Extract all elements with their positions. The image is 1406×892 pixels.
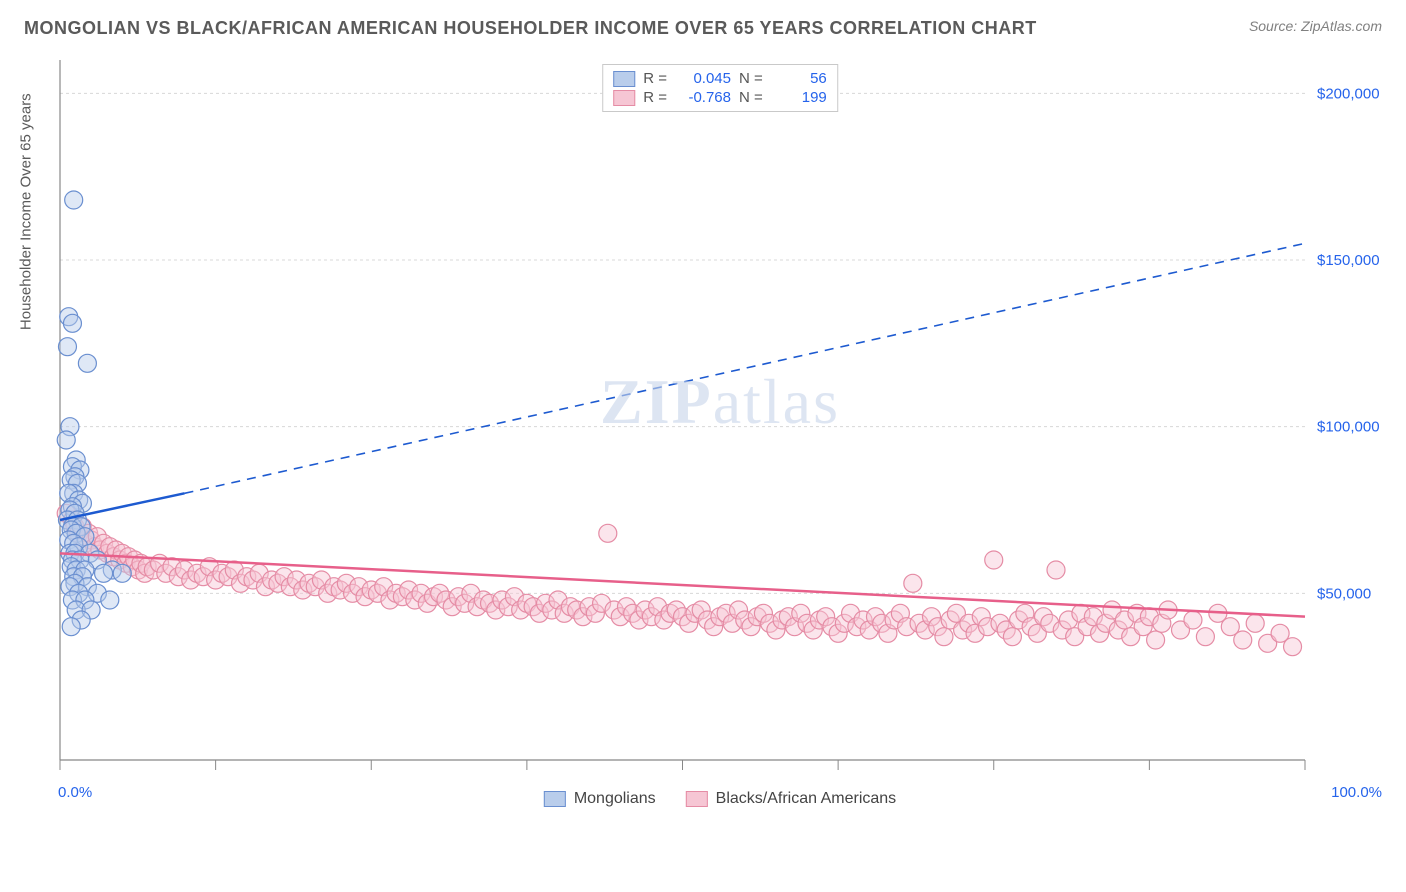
- swatch-blacks: [613, 90, 635, 106]
- stats-legend-box: R = 0.045 N = 56 R = -0.768 N = 199: [602, 64, 838, 112]
- chart-header: MONGOLIAN VS BLACK/AFRICAN AMERICAN HOUS…: [0, 0, 1406, 49]
- legend-item-b: Blacks/African Americans: [686, 790, 897, 808]
- svg-text:$100,000: $100,000: [1317, 419, 1380, 436]
- n-label: N =: [739, 70, 763, 87]
- legend-bottom: Mongolians Blacks/African Americans: [544, 790, 896, 808]
- chart-title: MONGOLIAN VS BLACK/AFRICAN AMERICAN HOUS…: [24, 18, 1037, 39]
- n-value-b: 199: [771, 89, 827, 106]
- x-max-label: 100.0%: [1331, 784, 1382, 801]
- legend-label-b: Blacks/African Americans: [716, 790, 897, 808]
- stats-row-b: R = -0.768 N = 199: [613, 88, 827, 107]
- chart-container: Householder Income Over 65 years $50,000…: [50, 60, 1390, 820]
- stats-row-a: R = 0.045 N = 56: [613, 69, 827, 88]
- legend-label-a: Mongolians: [574, 790, 656, 808]
- scatter-plot: $50,000 $100,000 $150,000 $200,000: [50, 60, 1390, 820]
- x-min-label: 0.0%: [58, 784, 92, 801]
- svg-text:$50,000: $50,000: [1317, 585, 1371, 602]
- swatch-mongolians: [613, 71, 635, 87]
- y-axis-label: Householder Income Over 65 years: [18, 93, 35, 330]
- legend-item-a: Mongolians: [544, 790, 656, 808]
- r-label: R =: [643, 70, 667, 87]
- r-value-a: 0.045: [675, 70, 731, 87]
- legend-swatch-blacks: [686, 791, 708, 807]
- r-label-b: R =: [643, 89, 667, 106]
- svg-text:$200,000: $200,000: [1317, 85, 1380, 102]
- chart-source: Source: ZipAtlas.com: [1249, 18, 1382, 34]
- n-label-b: N =: [739, 89, 763, 106]
- legend-swatch-mongolians: [544, 791, 566, 807]
- r-value-b: -0.768: [675, 89, 731, 106]
- n-value-a: 56: [771, 70, 827, 87]
- svg-text:$150,000: $150,000: [1317, 252, 1380, 269]
